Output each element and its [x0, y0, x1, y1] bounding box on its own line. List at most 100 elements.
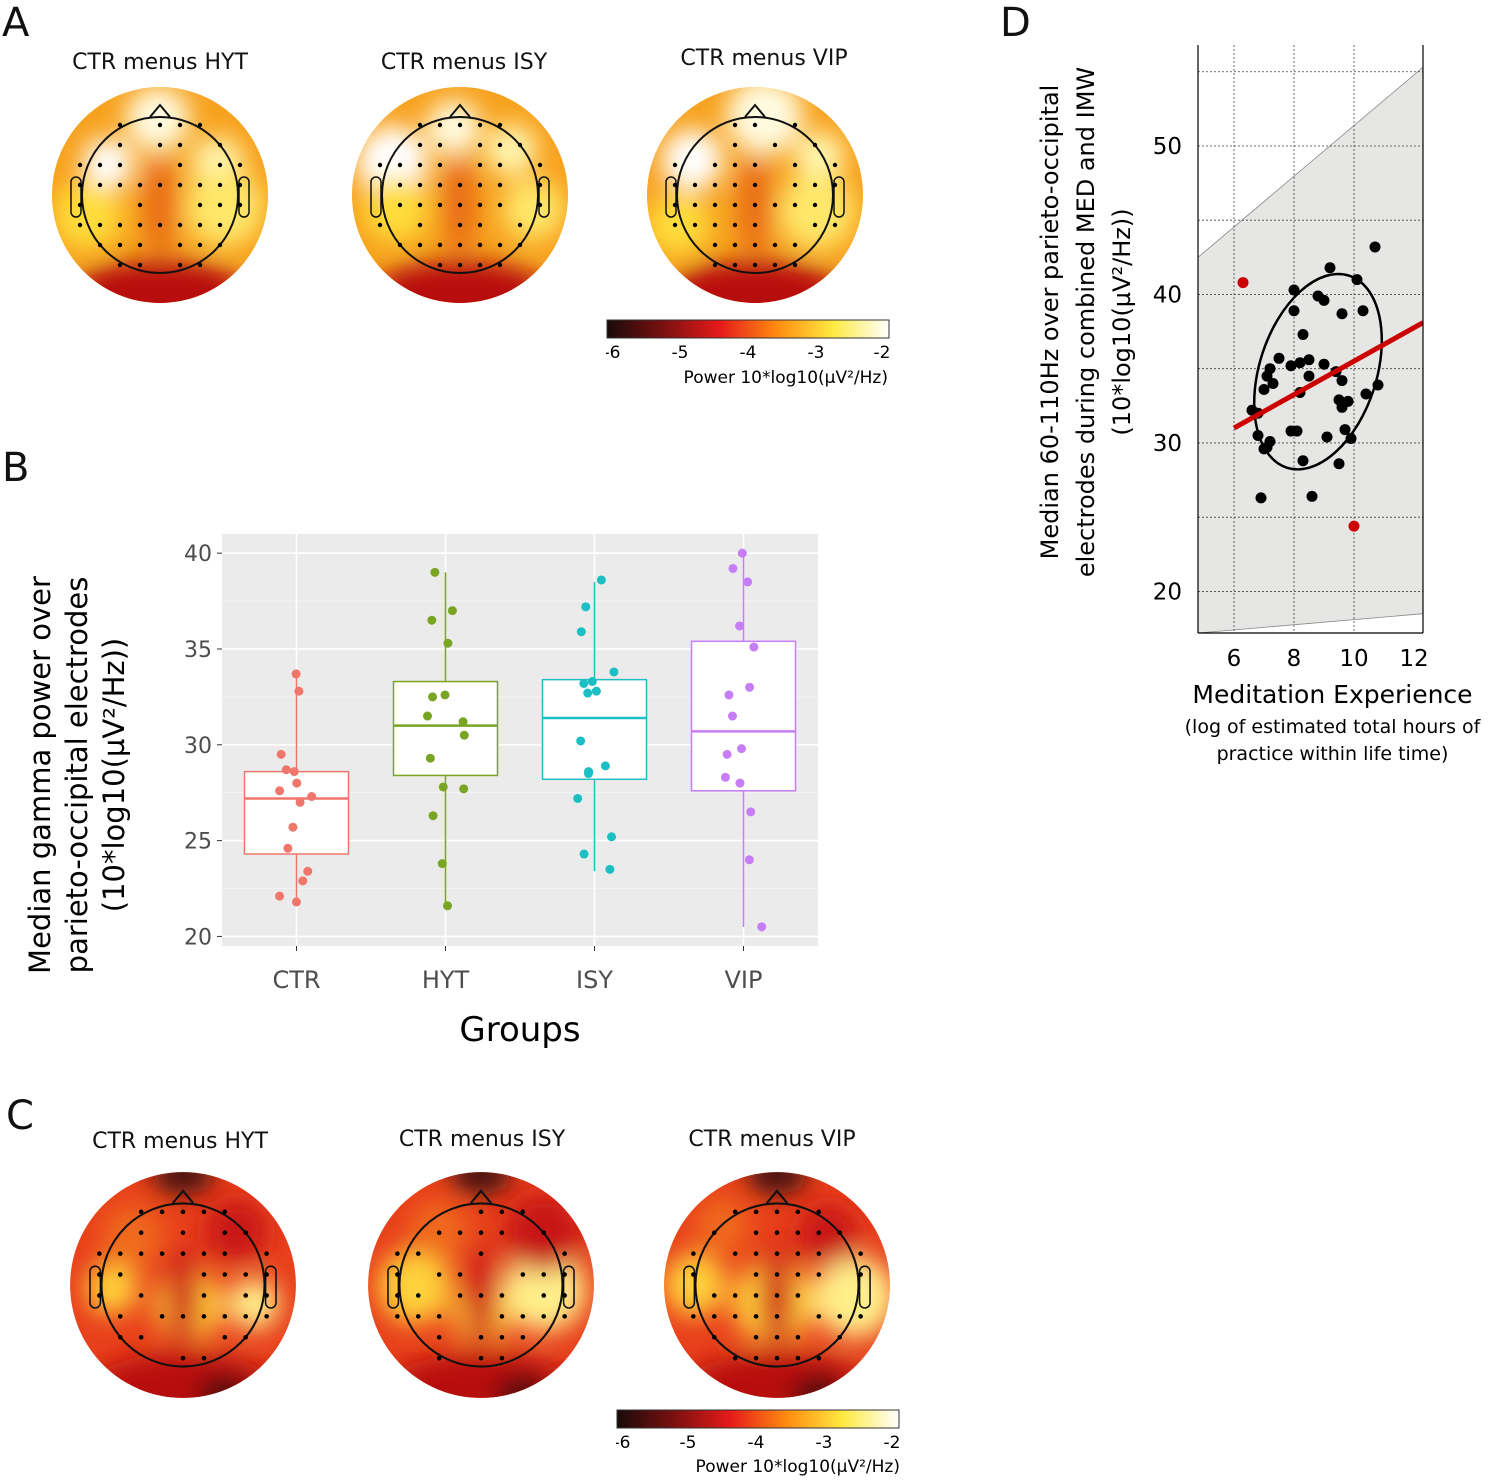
electrode: [201, 1272, 207, 1277]
electrodes: [395, 1209, 567, 1361]
electrode: [732, 182, 738, 188]
electrode: [774, 1209, 780, 1215]
electrode: [712, 202, 718, 208]
data-point: [1285, 360, 1297, 372]
electrode: [117, 182, 123, 188]
electrode: [222, 1314, 228, 1319]
colorbar-a-label: Power 10*log10(µV²/Hz): [684, 368, 888, 388]
y-tick-label: 20: [1153, 579, 1182, 605]
electrode: [222, 1230, 228, 1236]
electrode: [201, 1293, 207, 1298]
electrode: [137, 182, 143, 188]
electrode: [497, 142, 503, 148]
electrode: [732, 1209, 738, 1215]
box-iqr: [541, 678, 648, 781]
electrode: [520, 1314, 526, 1319]
electrode: [478, 1293, 484, 1298]
electrode: [792, 202, 798, 208]
electrode: [752, 182, 758, 188]
electrode: [264, 1251, 269, 1256]
electrode: [477, 242, 483, 248]
electrode: [77, 222, 83, 228]
electrode: [237, 162, 243, 168]
y-tick-label: 30: [1153, 431, 1182, 457]
electrode: [497, 122, 503, 128]
electrode: [692, 182, 698, 188]
colorbar-c-tick: -3: [816, 1433, 833, 1453]
left-ear-outline: [370, 176, 382, 218]
data-point: [1303, 354, 1315, 366]
electrode: [541, 1293, 547, 1298]
electrode: [478, 1230, 484, 1236]
colorbar-a-tick: -5: [672, 343, 689, 363]
electrode: [217, 162, 223, 168]
electrode: [732, 242, 738, 248]
box-hyt: [392, 567, 499, 911]
electrode: [436, 1355, 442, 1361]
electrode: [137, 222, 143, 228]
data-point: [275, 891, 285, 901]
right-ear-outline: [264, 1265, 277, 1309]
data-point: [440, 690, 450, 700]
electrode: [397, 182, 403, 188]
box-vip: [690, 548, 797, 932]
data-point: [737, 744, 747, 754]
outlier-point: [1348, 520, 1360, 532]
data-point: [425, 753, 435, 763]
electrode: [732, 262, 738, 268]
electrode: [457, 1293, 463, 1298]
right-ear-outline: [858, 1265, 871, 1309]
electrode: [478, 1251, 484, 1256]
head-outline: [381, 116, 539, 274]
data-point: [1360, 388, 1372, 400]
electrodes: [672, 122, 838, 268]
topomap-heat: [368, 1172, 594, 1398]
head-outline: [398, 1202, 564, 1368]
data-point: [745, 682, 755, 692]
left-ear-outline: [665, 176, 677, 218]
data-point: [579, 678, 589, 688]
electrode: [159, 1251, 165, 1256]
electrode: [812, 202, 818, 208]
electrode: [264, 1272, 269, 1277]
electrode: [732, 162, 738, 168]
colorbar-a-tick: -4: [740, 343, 757, 363]
electrode: [712, 222, 718, 228]
data-point: [292, 778, 302, 788]
electrode: [417, 222, 423, 228]
left-ear-outline: [683, 1265, 696, 1309]
electrode: [752, 262, 758, 268]
panel-letter-b: B: [2, 445, 30, 491]
colorbar-c-label: Power 10*log10(µV²/Hz): [696, 1457, 900, 1477]
right-ear-outline: [238, 176, 250, 218]
electrode: [417, 202, 423, 208]
data-point: [584, 769, 594, 779]
electrode: [812, 142, 818, 148]
electrode: [753, 1355, 759, 1361]
electrode: [753, 1314, 759, 1319]
x-tick-label: VIP: [725, 966, 763, 994]
electrode: [157, 122, 163, 128]
right-ear-outline: [833, 176, 845, 218]
data-point: [576, 627, 586, 637]
electrode: [117, 162, 123, 168]
data-point: [458, 717, 468, 727]
electrode: [222, 1272, 228, 1277]
data-point: [428, 811, 438, 821]
x-tick-label: ISY: [576, 966, 613, 994]
boxplot-chart: 20 25 30 35 40 CTR HYT ISY VIP Groups Median gamma…: [23, 534, 818, 1050]
electrode: [816, 1230, 822, 1236]
electrode: [180, 1209, 186, 1215]
data-point: [1357, 305, 1369, 317]
electrode: [499, 1293, 505, 1298]
nose-outline: [171, 1189, 195, 1205]
electrode: [477, 142, 483, 148]
electrode: [159, 1314, 165, 1319]
electrode: [417, 162, 423, 168]
data-point: [1336, 308, 1348, 320]
panel-letter-a: A: [2, 0, 30, 46]
electrode: [712, 262, 718, 268]
electrode: [753, 1209, 759, 1215]
electrode: [157, 222, 163, 228]
electrode: [177, 242, 183, 248]
